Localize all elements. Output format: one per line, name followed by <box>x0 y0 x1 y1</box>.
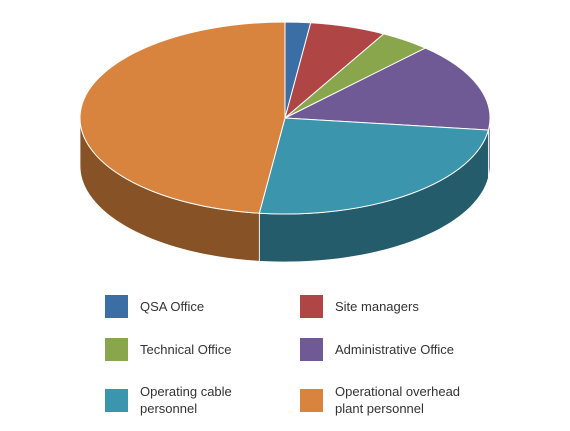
legend-label: Site managers <box>335 299 419 314</box>
legend-item: Operating cable personnel <box>105 383 245 417</box>
pie <box>79 21 491 263</box>
slice <box>258 117 490 215</box>
legend-swatch <box>105 338 128 361</box>
slice <box>79 21 286 214</box>
slice <box>283 47 491 131</box>
legend-label: Administrative Office <box>335 342 454 357</box>
legend-swatch <box>300 388 323 412</box>
legend-swatch <box>105 295 128 318</box>
legend-item: Administrative Office <box>300 338 470 361</box>
legend-label: QSA Office <box>140 299 205 314</box>
legend-swatch <box>105 388 128 412</box>
legend-swatch <box>300 295 323 318</box>
legend-swatch <box>300 338 323 361</box>
legend-label: Technical Office <box>140 342 232 357</box>
legend-label: Operational overhead plant personnel <box>335 384 461 416</box>
legend-label: Operating cable personnel <box>140 384 232 416</box>
legend-item: Operational overhead plant personnel <box>300 383 470 417</box>
legend-item: QSA Office <box>105 295 245 318</box>
legend-item: Technical Office <box>105 338 245 361</box>
legend-item: Site managers <box>300 295 470 318</box>
